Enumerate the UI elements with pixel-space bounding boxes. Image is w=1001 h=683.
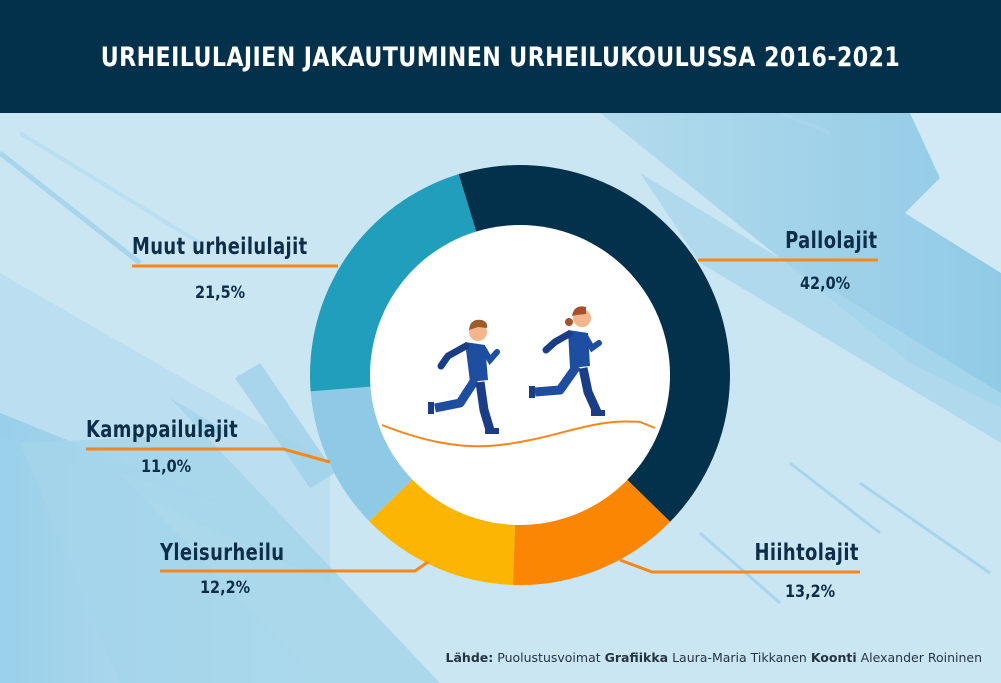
bg-streak [779,113,831,135]
two-runners-icon [381,306,656,448]
bg-streak [789,461,881,535]
bg-streak [699,531,781,605]
leader-lines [86,258,878,574]
runner-female-icon [529,306,605,416]
header-bar: URHEILULAJIEN JAKAUTUMINEN URHEILUKOULUS… [0,0,1001,113]
value-muut-urheilulajit: 21,5% [195,283,246,303]
value-hiihtolajit: 13,2% [785,582,836,602]
label-yleisurheilu: Yleisurheilu [160,540,285,566]
value-kamppailulajit: 11,0% [141,457,192,477]
source-value: Puolustusvoimat [497,650,601,665]
leader-line-yleisurheilu [160,560,429,573]
value-yleisurheilu: 12,2% [200,578,251,598]
bg-shard [20,398,440,683]
leader-line-kamppailulajit [86,447,331,464]
bg-streak [18,131,202,245]
bg-shard [600,113,1001,273]
track-line [381,420,656,448]
bg-streak [0,151,142,265]
source-label: Lähde: [445,650,494,665]
chart-title: URHEILULAJIEN JAKAUTUMINEN URHEILUKOULUS… [100,42,901,73]
compilation-label: Koonti [810,650,857,665]
graphics-label: Grafiikka [604,650,669,665]
source-credits: Lähde: Puolustusvoimat Grafiikka Laura-M… [446,650,982,665]
graphics-value: Laura-Maria Tikkanen [672,650,807,665]
label-kamppailulajit: Kamppailulajit [86,417,239,443]
donut-hole [370,225,670,525]
compilation-value: Alexander Roininen [860,650,982,665]
label-pallolajit: Pallolajit [784,228,877,254]
runner-male-icon [428,319,500,434]
bg-streak [859,481,991,575]
leader-line-hiihtolajit [619,558,860,574]
label-hiihtolajit: Hiihtolajit [754,540,859,566]
value-pallolajit: 42,0% [800,274,851,294]
label-muut-urheilulajit: Muut urheilulajit [132,234,308,260]
bg-shard [640,173,1001,443]
